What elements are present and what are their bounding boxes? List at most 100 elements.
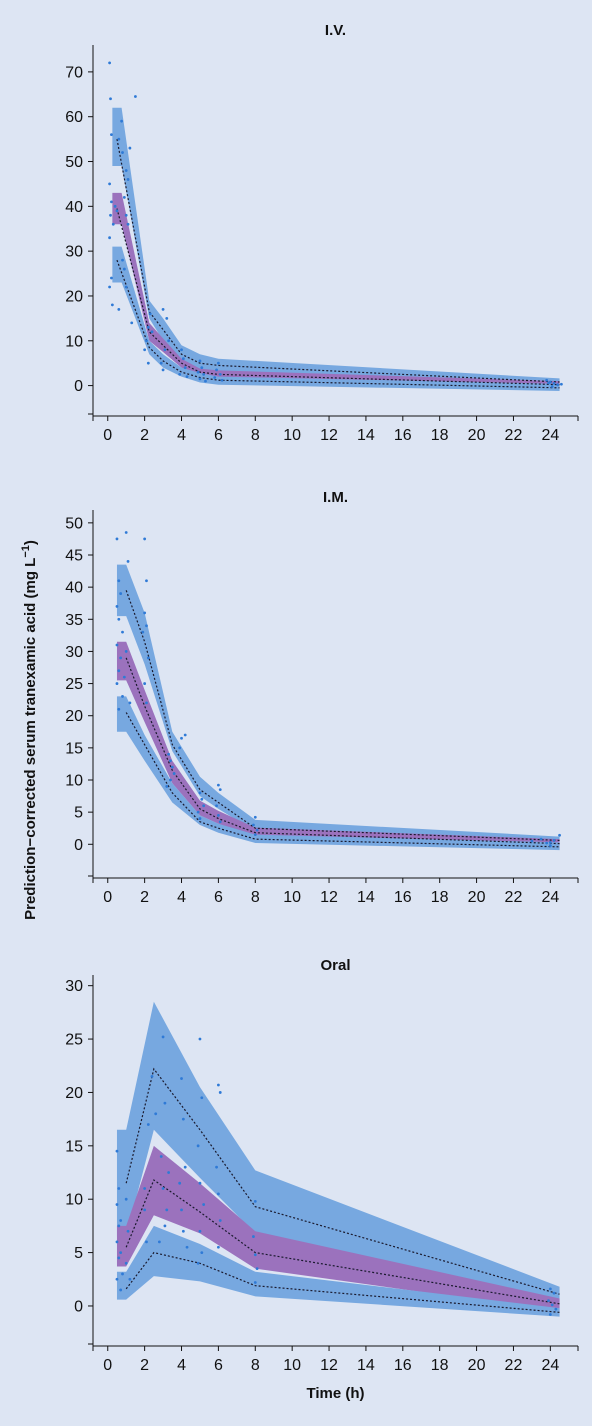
x-tick-label: 6 <box>214 889 223 906</box>
observed-point <box>215 804 218 808</box>
observed-point <box>180 736 183 740</box>
observed-point <box>552 839 556 842</box>
observed-point <box>128 146 132 150</box>
y-tick-label: 20 <box>65 708 83 725</box>
observed-point <box>154 1112 158 1116</box>
y-tick-label: 30 <box>65 244 83 261</box>
observed-point <box>216 813 220 817</box>
observed-point <box>169 759 172 763</box>
observed-point <box>121 1272 124 1276</box>
y-axis-title: Prediction−corrected serum tranexamic ac… <box>20 540 39 920</box>
observed-point <box>115 1277 119 1281</box>
observed-point <box>216 1083 220 1087</box>
observed-point <box>122 195 126 199</box>
x-tick-label: 2 <box>140 1357 149 1374</box>
observed-point <box>178 746 182 750</box>
observed-point <box>545 378 549 382</box>
observed-point <box>145 701 148 705</box>
observed-point <box>163 1101 167 1105</box>
observed-point <box>109 213 112 217</box>
observed-point <box>202 372 206 376</box>
observed-point <box>159 1155 163 1158</box>
observed-point <box>126 222 130 226</box>
observed-point <box>161 1035 165 1039</box>
observed-point <box>196 370 200 374</box>
x-tick-label: 22 <box>505 427 523 444</box>
observed-point <box>530 839 534 843</box>
observed-point <box>124 1261 128 1265</box>
observed-point <box>202 804 206 808</box>
observed-point <box>128 701 132 705</box>
observed-point <box>108 285 111 289</box>
band-upper <box>112 107 560 387</box>
observed-point <box>109 97 112 101</box>
observed-point <box>115 1203 119 1206</box>
observed-point <box>145 624 148 628</box>
observed-point <box>213 376 217 379</box>
observed-point <box>115 209 119 213</box>
observed-point <box>196 1261 200 1265</box>
observed-point <box>253 1199 257 1203</box>
percentile-line-p50 <box>125 1179 560 1305</box>
x-tick-label: 24 <box>541 427 559 444</box>
observed-point <box>121 258 124 262</box>
y-tick-label: 25 <box>65 1032 83 1049</box>
observed-point <box>200 1096 204 1100</box>
observed-point <box>111 222 115 226</box>
observed-point <box>150 330 154 334</box>
observed-point <box>181 1117 185 1121</box>
observed-point <box>121 630 124 634</box>
band-upper <box>116 1001 560 1302</box>
observed-point <box>181 1229 185 1233</box>
x-tick-label: 0 <box>103 889 112 906</box>
percentile-line-p05 <box>116 259 560 389</box>
x-tick-label: 2 <box>140 889 149 906</box>
x-tick-label: 14 <box>357 427 375 444</box>
observed-point <box>253 833 257 837</box>
observed-point <box>218 820 222 824</box>
x-tick-label: 20 <box>468 427 486 444</box>
observed-point <box>124 650 128 653</box>
percentile-line-p95 <box>116 139 560 383</box>
observed-point <box>150 1075 154 1078</box>
observed-point <box>548 840 552 844</box>
y-tick-label: 50 <box>65 154 83 171</box>
observed-point <box>253 1281 257 1284</box>
x-axis-title: Time (h) <box>306 1385 364 1402</box>
observed-point <box>215 368 218 372</box>
x-tick-label: 4 <box>177 889 186 906</box>
observed-point <box>167 1171 171 1174</box>
observed-point <box>145 1240 148 1244</box>
observed-point <box>117 707 121 711</box>
observed-point <box>117 1256 121 1260</box>
percentile-line-p95 <box>125 590 560 842</box>
y-tick-label: 20 <box>65 1085 83 1102</box>
observed-point <box>200 366 204 370</box>
observed-point <box>198 1181 202 1185</box>
x-tick-label: 6 <box>214 427 223 444</box>
observed-point <box>548 1287 552 1291</box>
observed-point <box>550 385 554 388</box>
observed-point <box>185 375 189 379</box>
observed-point <box>255 1267 259 1271</box>
y-tick-label: 10 <box>65 1192 83 1209</box>
y-tick-label: 30 <box>65 978 83 995</box>
observed-point <box>115 1149 119 1153</box>
observed-point <box>117 669 121 673</box>
observed-point <box>198 1037 202 1041</box>
observed-point <box>115 537 119 541</box>
observed-point <box>146 1123 150 1126</box>
observed-point <box>108 61 111 65</box>
observed-point <box>198 359 202 363</box>
observed-point <box>547 381 550 385</box>
observed-point <box>180 1208 183 1212</box>
observed-point <box>198 791 202 795</box>
x-tick-label: 24 <box>541 889 559 906</box>
observed-point <box>181 357 185 361</box>
observed-point <box>113 204 117 208</box>
x-tick-label: 22 <box>505 1357 523 1374</box>
observed-point <box>215 1165 218 1169</box>
observed-point <box>126 178 130 181</box>
x-tick-label: 24 <box>541 1357 559 1374</box>
observed-point <box>119 656 123 660</box>
